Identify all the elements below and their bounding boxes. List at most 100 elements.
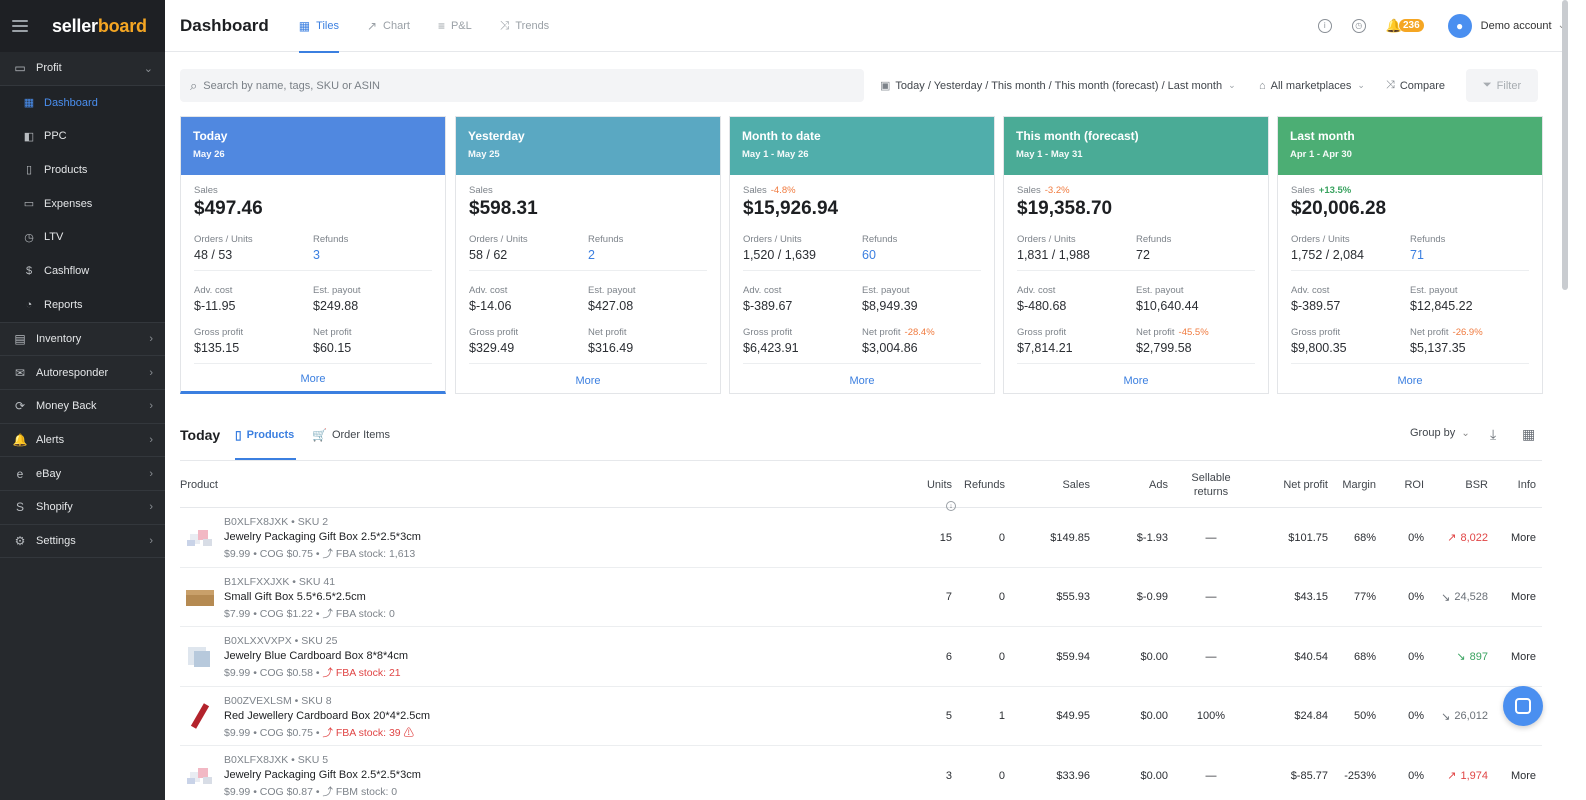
columns-icon[interactable]: ▦: [1522, 426, 1536, 442]
column-header-sales[interactable]: Sales: [1062, 479, 1090, 491]
product-asin[interactable]: B1XLFXXJXK: [224, 575, 290, 588]
period-tile[interactable]: Today May 26 Sales $497.46 Orders / Units 48 …: [180, 116, 446, 394]
table-row[interactable]: B0XLFX8JXK • SKU 2 Jewelry Packaging Gift…: [180, 508, 1542, 568]
metric-value[interactable]: 2: [588, 248, 595, 262]
group-by-dropdown[interactable]: Group by ⌄: [1410, 427, 1470, 439]
metric: Gross profit $9,800.35: [1291, 327, 1410, 355]
table-row[interactable]: B00ZVEXLSM • SKU 8 Red Jewellery Cardboar…: [180, 687, 1542, 747]
metric-value[interactable]: 71: [1410, 248, 1424, 262]
product-image[interactable]: [184, 582, 216, 612]
scrollbar[interactable]: [1562, 0, 1568, 290]
sidebar-item-money-back[interactable]: ⟳ Money Back ›: [0, 390, 165, 424]
period-selector[interactable]: ▣ Today / Yesterday / This month / This …: [880, 69, 1236, 102]
product-name[interactable]: Jewelry Blue Cardboard Box 8*8*4cm: [224, 650, 409, 663]
column-header-ads[interactable]: Ads: [1149, 479, 1168, 491]
column-header-info[interactable]: Info: [1517, 479, 1536, 491]
download-icon[interactable]: ⤓: [1490, 426, 1497, 442]
tab-tiles[interactable]: ▦ Tiles: [298, 0, 340, 53]
product-cog[interactable]: COG $1.22: [259, 607, 313, 620]
more-link[interactable]: More: [1123, 375, 1149, 387]
more-button[interactable]: More: [1510, 591, 1536, 604]
box-icon: ▤: [14, 331, 26, 346]
more-button[interactable]: More: [1510, 769, 1536, 782]
period-tile[interactable]: Yesterday May 25 Sales $598.31 Orders / Unit…: [455, 116, 721, 394]
period-tile[interactable]: Last month Apr 1 - Apr 30 Sales +13.5% $20,0…: [1277, 116, 1543, 394]
product-name[interactable]: Jewelry Packaging Gift Box 2.5*2.5*3cm: [224, 531, 421, 543]
column-header-net-profit[interactable]: Net profit: [1283, 479, 1328, 491]
metric-value[interactable]: 3: [313, 248, 320, 262]
product-asin[interactable]: B0XLXXVXPX: [224, 635, 292, 648]
sidebar-item-products[interactable]: ▯ Products: [0, 153, 165, 187]
more-link[interactable]: More: [300, 373, 326, 385]
table-row[interactable]: B1XLFXXJXK • SKU 41 Small Gift Box 5.5*6.…: [180, 568, 1542, 628]
sidebar-item-ppc[interactable]: ◧ PPC: [0, 119, 165, 153]
product-image[interactable]: [184, 522, 216, 552]
avatar[interactable]: ●: [1447, 13, 1472, 38]
product-name[interactable]: Red Jewellery Cardboard Box 20*4*2.5cm: [224, 709, 431, 722]
product-image[interactable]: [184, 701, 216, 731]
sidebar-item-ebay[interactable]: e eBay ›: [0, 457, 165, 491]
sidebar-item-dashboard[interactable]: ▦ Dashboard: [0, 86, 165, 120]
product-asin[interactable]: B00ZVEXLSM: [224, 694, 292, 707]
chevron-down-icon[interactable]: ⌄: [1558, 20, 1566, 31]
more-link[interactable]: More: [1397, 375, 1423, 387]
product-asin[interactable]: B0XLFX8JXK: [224, 754, 289, 767]
column-header-bsr[interactable]: BSR: [1465, 479, 1488, 491]
product-name[interactable]: Jewelry Packaging Gift Box 2.5*2.5*3cm: [224, 769, 421, 782]
column-header-product[interactable]: Product: [180, 479, 218, 491]
column-header-refunds[interactable]: Refunds: [964, 479, 1005, 491]
column-header-sellable-returns[interactable]: Sellable returns: [1191, 472, 1231, 498]
table-row[interactable]: B0XLXXVXPX • SKU 25 Jewelry Blue Cardboar…: [180, 627, 1542, 687]
table-row[interactable]: B0XLFX8JXK • SKU 5 Jewelry Packaging Gift…: [180, 746, 1542, 800]
sidebar-item-profit[interactable]: ▭ Profit ⌄: [0, 52, 165, 86]
chat-button[interactable]: [1503, 686, 1543, 726]
product-cog[interactable]: COG $0.87: [259, 786, 313, 799]
metric-value[interactable]: 60: [862, 248, 876, 262]
product-cog[interactable]: COG $0.58: [259, 667, 313, 680]
sidebar-item-ltv[interactable]: ◷ LTV: [0, 220, 165, 254]
menu-icon[interactable]: [12, 20, 28, 32]
sidebar-item-reports[interactable]: ◔ Reports: [0, 288, 165, 322]
marketplace-selector[interactable]: ⌂ All marketplaces ⌄: [1259, 69, 1365, 102]
sidebar-item-settings[interactable]: ⚙ Settings ›: [0, 525, 165, 559]
search-input[interactable]: [203, 79, 804, 92]
product-name[interactable]: Small Gift Box 5.5*6.5*2.5cm: [224, 590, 366, 603]
tab-products[interactable]: ▯ Products: [235, 410, 296, 460]
tab-pl[interactable]: ≡ P&L: [438, 0, 472, 52]
product-asin[interactable]: B0XLFX8JXK: [224, 516, 289, 528]
sort-down-icon[interactable]: ↓: [946, 501, 956, 511]
logo[interactable]: sellerboard: [52, 15, 147, 36]
column-header-roi[interactable]: ROI: [1404, 479, 1424, 491]
sidebar-item-shopify[interactable]: S Shopify ›: [0, 491, 165, 525]
megaphone-icon: ◧: [23, 130, 35, 143]
period-tile[interactable]: This month (forecast) May 1 - May 31 Sales…: [1003, 116, 1269, 394]
more-button[interactable]: More: [1510, 650, 1536, 663]
product-image[interactable]: [184, 760, 216, 790]
product-image[interactable]: [184, 641, 216, 671]
tab-chart[interactable]: ↗ Chart: [367, 0, 410, 52]
period-tile[interactable]: Month to date May 1 - May 26 Sales -4.8% $15…: [729, 116, 995, 394]
more-link[interactable]: More: [575, 375, 601, 387]
info-icon[interactable]: i: [1317, 18, 1332, 33]
sidebar-item-alerts[interactable]: 🔔 Alerts ›: [0, 424, 165, 458]
product-cog[interactable]: COG $0.75: [259, 548, 313, 560]
notifications-button[interactable]: 🔔 236: [1386, 18, 1424, 34]
column-header-margin[interactable]: Margin: [1342, 479, 1376, 491]
more-button[interactable]: More: [1510, 531, 1536, 544]
column-header-units[interactable]: Units: [926, 479, 952, 491]
sidebar-item-expenses[interactable]: ▭ Expenses: [0, 187, 165, 221]
tab-order-items[interactable]: 🛒 Order Items: [312, 410, 390, 460]
tab-trends[interactable]: ⤨ Trends: [500, 0, 549, 52]
filter-button[interactable]: ⏷ Filter: [1466, 69, 1538, 102]
clock-icon[interactable]: ◷: [1351, 18, 1366, 33]
sidebar-item-autoresponder[interactable]: ✉ Autoresponder ›: [0, 356, 165, 390]
trend-icon: ⤴: [322, 548, 336, 560]
metric-change: -26.9%: [1452, 327, 1483, 338]
account-name[interactable]: Demo account: [1480, 19, 1552, 32]
more-link[interactable]: More: [849, 375, 875, 387]
compare-button[interactable]: ⤨ Compare: [1386, 69, 1445, 102]
product-cog[interactable]: COG $0.75: [259, 726, 313, 739]
shopify-icon: S: [15, 500, 24, 515]
sidebar-item-inventory[interactable]: ▤ Inventory ›: [0, 323, 165, 357]
sidebar-item-cashflow[interactable]: $ Cashflow: [0, 254, 165, 288]
